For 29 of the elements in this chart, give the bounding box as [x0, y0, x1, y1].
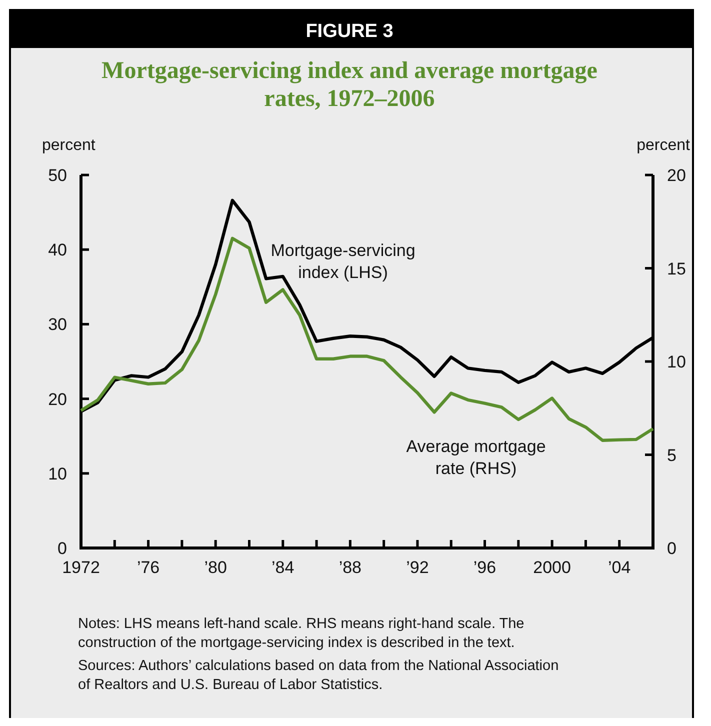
y2-tick-label: 10 [667, 352, 686, 372]
y-tick-label: 0 [58, 539, 67, 558]
chart-title: Mortgage-servicing index and average mortgage rates, 1972–2006 [102, 58, 598, 112]
y-tick-label: 10 [48, 464, 67, 484]
x-tick-label: ’88 [338, 558, 362, 577]
x-tick-label: ’80 [204, 558, 227, 577]
y2-tick-label: 15 [667, 259, 686, 278]
y2-tick-label: 5 [667, 446, 676, 465]
x-tick-label: ’96 [473, 558, 496, 577]
series-label: Mortgage-servicing index (LHS) [270, 241, 416, 282]
y-tick-label: 40 [48, 240, 67, 260]
y2-tick-label: 20 [667, 166, 686, 185]
y2-tick-label: 0 [667, 539, 676, 558]
y-tick-label: 50 [48, 166, 67, 185]
x-tick-label: ’76 [136, 558, 160, 577]
x-tick-label: ’84 [272, 558, 294, 577]
x-tick-label: ’92 [406, 558, 429, 577]
x-tick-label: ’04 [608, 558, 631, 577]
caption: FIGURE 3 [306, 21, 394, 42]
series-label: Average mortgage rate (RHS) [406, 437, 546, 478]
line-series [79, 236, 655, 442]
y-axis-title: percent [42, 137, 96, 154]
source-note: Sources: Authors’ calculations based on data from the National Association of Realtors and U.S. Bureau of Labor Statistics. [78, 658, 559, 693]
y2-axis-title: percent [636, 137, 691, 154]
y-tick-label: 20 [48, 390, 67, 409]
text: Notes: LHS means left-hand scale. RHS means right-hand scale. The construction of the mortgage-servicing index is described in the text. [78, 616, 524, 651]
y-tick-label: 30 [48, 315, 67, 334]
x-tick-label: 1972 [62, 558, 100, 577]
x-tick-label: 2000 [533, 558, 571, 577]
